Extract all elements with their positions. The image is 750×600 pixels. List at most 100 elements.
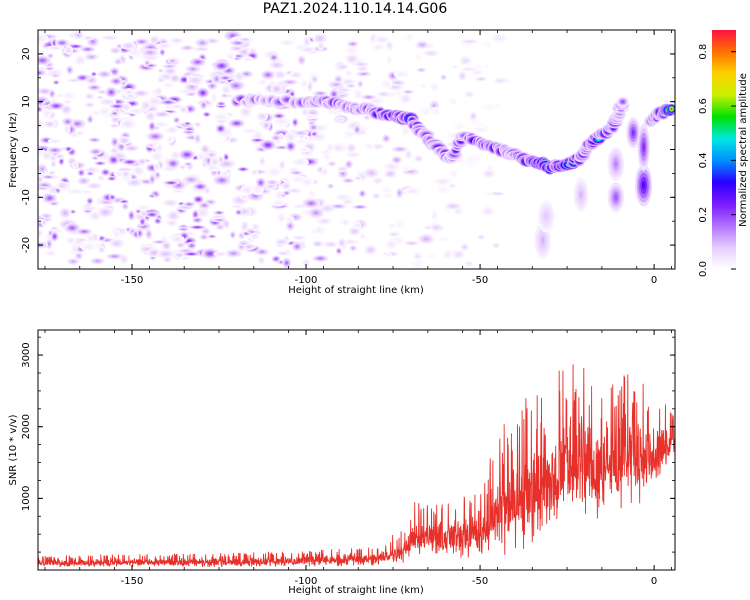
noise-blob	[119, 199, 130, 204]
spectrogram-marks	[38, 30, 675, 269]
noise-blob	[89, 210, 101, 221]
noise-blob	[154, 171, 161, 179]
x-tick-label: -100	[295, 576, 318, 587]
noise-blob	[72, 237, 89, 243]
snr-x-axis-label: Height of straight line (km)	[288, 585, 424, 596]
noise-blob	[384, 239, 399, 250]
noise-blob	[417, 233, 435, 245]
noise-blob	[161, 82, 175, 88]
noise-blob	[50, 72, 61, 79]
noise-blob	[50, 160, 57, 168]
noise-blob	[293, 130, 309, 137]
noise-blob	[110, 111, 119, 116]
noise-blob	[172, 116, 181, 124]
noise-blob	[335, 87, 352, 93]
noise-blob	[274, 238, 290, 246]
noise-blob	[291, 241, 303, 252]
noise-blob	[353, 89, 363, 100]
noise-blob	[237, 166, 250, 172]
noise-blob	[75, 74, 90, 82]
noise-blob	[307, 207, 325, 219]
noise-blob	[121, 158, 139, 166]
noise-blob	[161, 241, 172, 251]
noise-blob	[289, 175, 308, 183]
noise-blob	[98, 98, 117, 106]
noise-blob	[79, 46, 96, 53]
noise-blob	[151, 239, 168, 245]
noise-blob	[380, 186, 394, 195]
noise-blob	[430, 106, 442, 117]
noise-blob	[179, 106, 189, 114]
noise-blob	[278, 160, 286, 171]
noise-blob	[96, 70, 113, 78]
noise-blob	[321, 167, 328, 176]
noise-blob	[131, 165, 145, 176]
noise-blob	[243, 56, 254, 62]
noise-blob	[215, 124, 226, 134]
noise-blob	[137, 157, 147, 166]
noise-blob	[194, 133, 202, 144]
noise-blob	[74, 252, 84, 260]
noise-blob	[237, 37, 253, 42]
noise-blob	[282, 257, 292, 269]
noise-blob	[47, 101, 65, 111]
noise-blob	[213, 210, 225, 216]
noise-blob	[96, 89, 108, 95]
noise-blob	[372, 193, 381, 199]
noise-blob	[200, 227, 211, 236]
noise-blob	[400, 165, 413, 171]
noise-blob	[297, 55, 306, 66]
noise-blob	[258, 156, 266, 166]
y-tick-label: 10	[21, 95, 32, 108]
noise-blob	[156, 77, 165, 83]
side-blob	[635, 164, 653, 207]
noise-blob	[82, 35, 95, 41]
noise-blob	[449, 169, 459, 179]
noise-blob	[106, 253, 123, 260]
noise-blob	[482, 169, 496, 179]
noise-blob	[307, 189, 317, 198]
noise-blob	[213, 60, 231, 71]
noise-blob	[451, 249, 466, 259]
noise-blob	[359, 233, 366, 239]
noise-blob	[286, 187, 303, 194]
noise-blob	[464, 91, 475, 98]
noise-blob	[257, 256, 265, 264]
noise-blob	[358, 189, 367, 198]
noise-blob	[196, 87, 210, 99]
noise-blob	[188, 225, 206, 230]
noise-blob	[121, 202, 129, 211]
noise-blob	[194, 122, 202, 128]
noise-blob	[144, 60, 151, 66]
noise-blob	[106, 176, 117, 182]
noise-blob	[167, 210, 180, 222]
noise-blob	[163, 180, 180, 186]
x-tick-label: -50	[472, 275, 488, 286]
noise-blob	[120, 169, 131, 179]
noise-blob	[140, 100, 152, 111]
noise-blob	[302, 134, 311, 142]
noise-blob	[492, 77, 509, 85]
noise-blob	[250, 169, 259, 176]
noise-blob	[240, 194, 249, 200]
noise-blob	[210, 214, 226, 219]
noise-blob	[490, 33, 508, 43]
noise-blob	[224, 249, 242, 258]
noise-blob	[404, 149, 413, 160]
snr-panel: -150 -100 -50 0 1000 2000 3000 Height of stra…	[8, 329, 676, 596]
noise-blob	[336, 166, 349, 172]
noise-blob	[141, 48, 159, 57]
figure-title: PAZ1.2024.110.14.14.G06	[262, 1, 448, 17]
noise-blob	[323, 241, 339, 248]
noise-blob	[429, 82, 440, 92]
noise-blob	[128, 47, 143, 58]
noise-blob	[86, 171, 95, 176]
noise-blob	[166, 135, 175, 144]
noise-blob	[336, 116, 346, 123]
noise-blob	[162, 199, 179, 207]
noise-blob	[262, 120, 271, 131]
noise-blob	[356, 64, 369, 73]
noise-blob	[41, 175, 56, 180]
noise-blob	[62, 91, 76, 101]
noise-blob	[282, 177, 291, 183]
